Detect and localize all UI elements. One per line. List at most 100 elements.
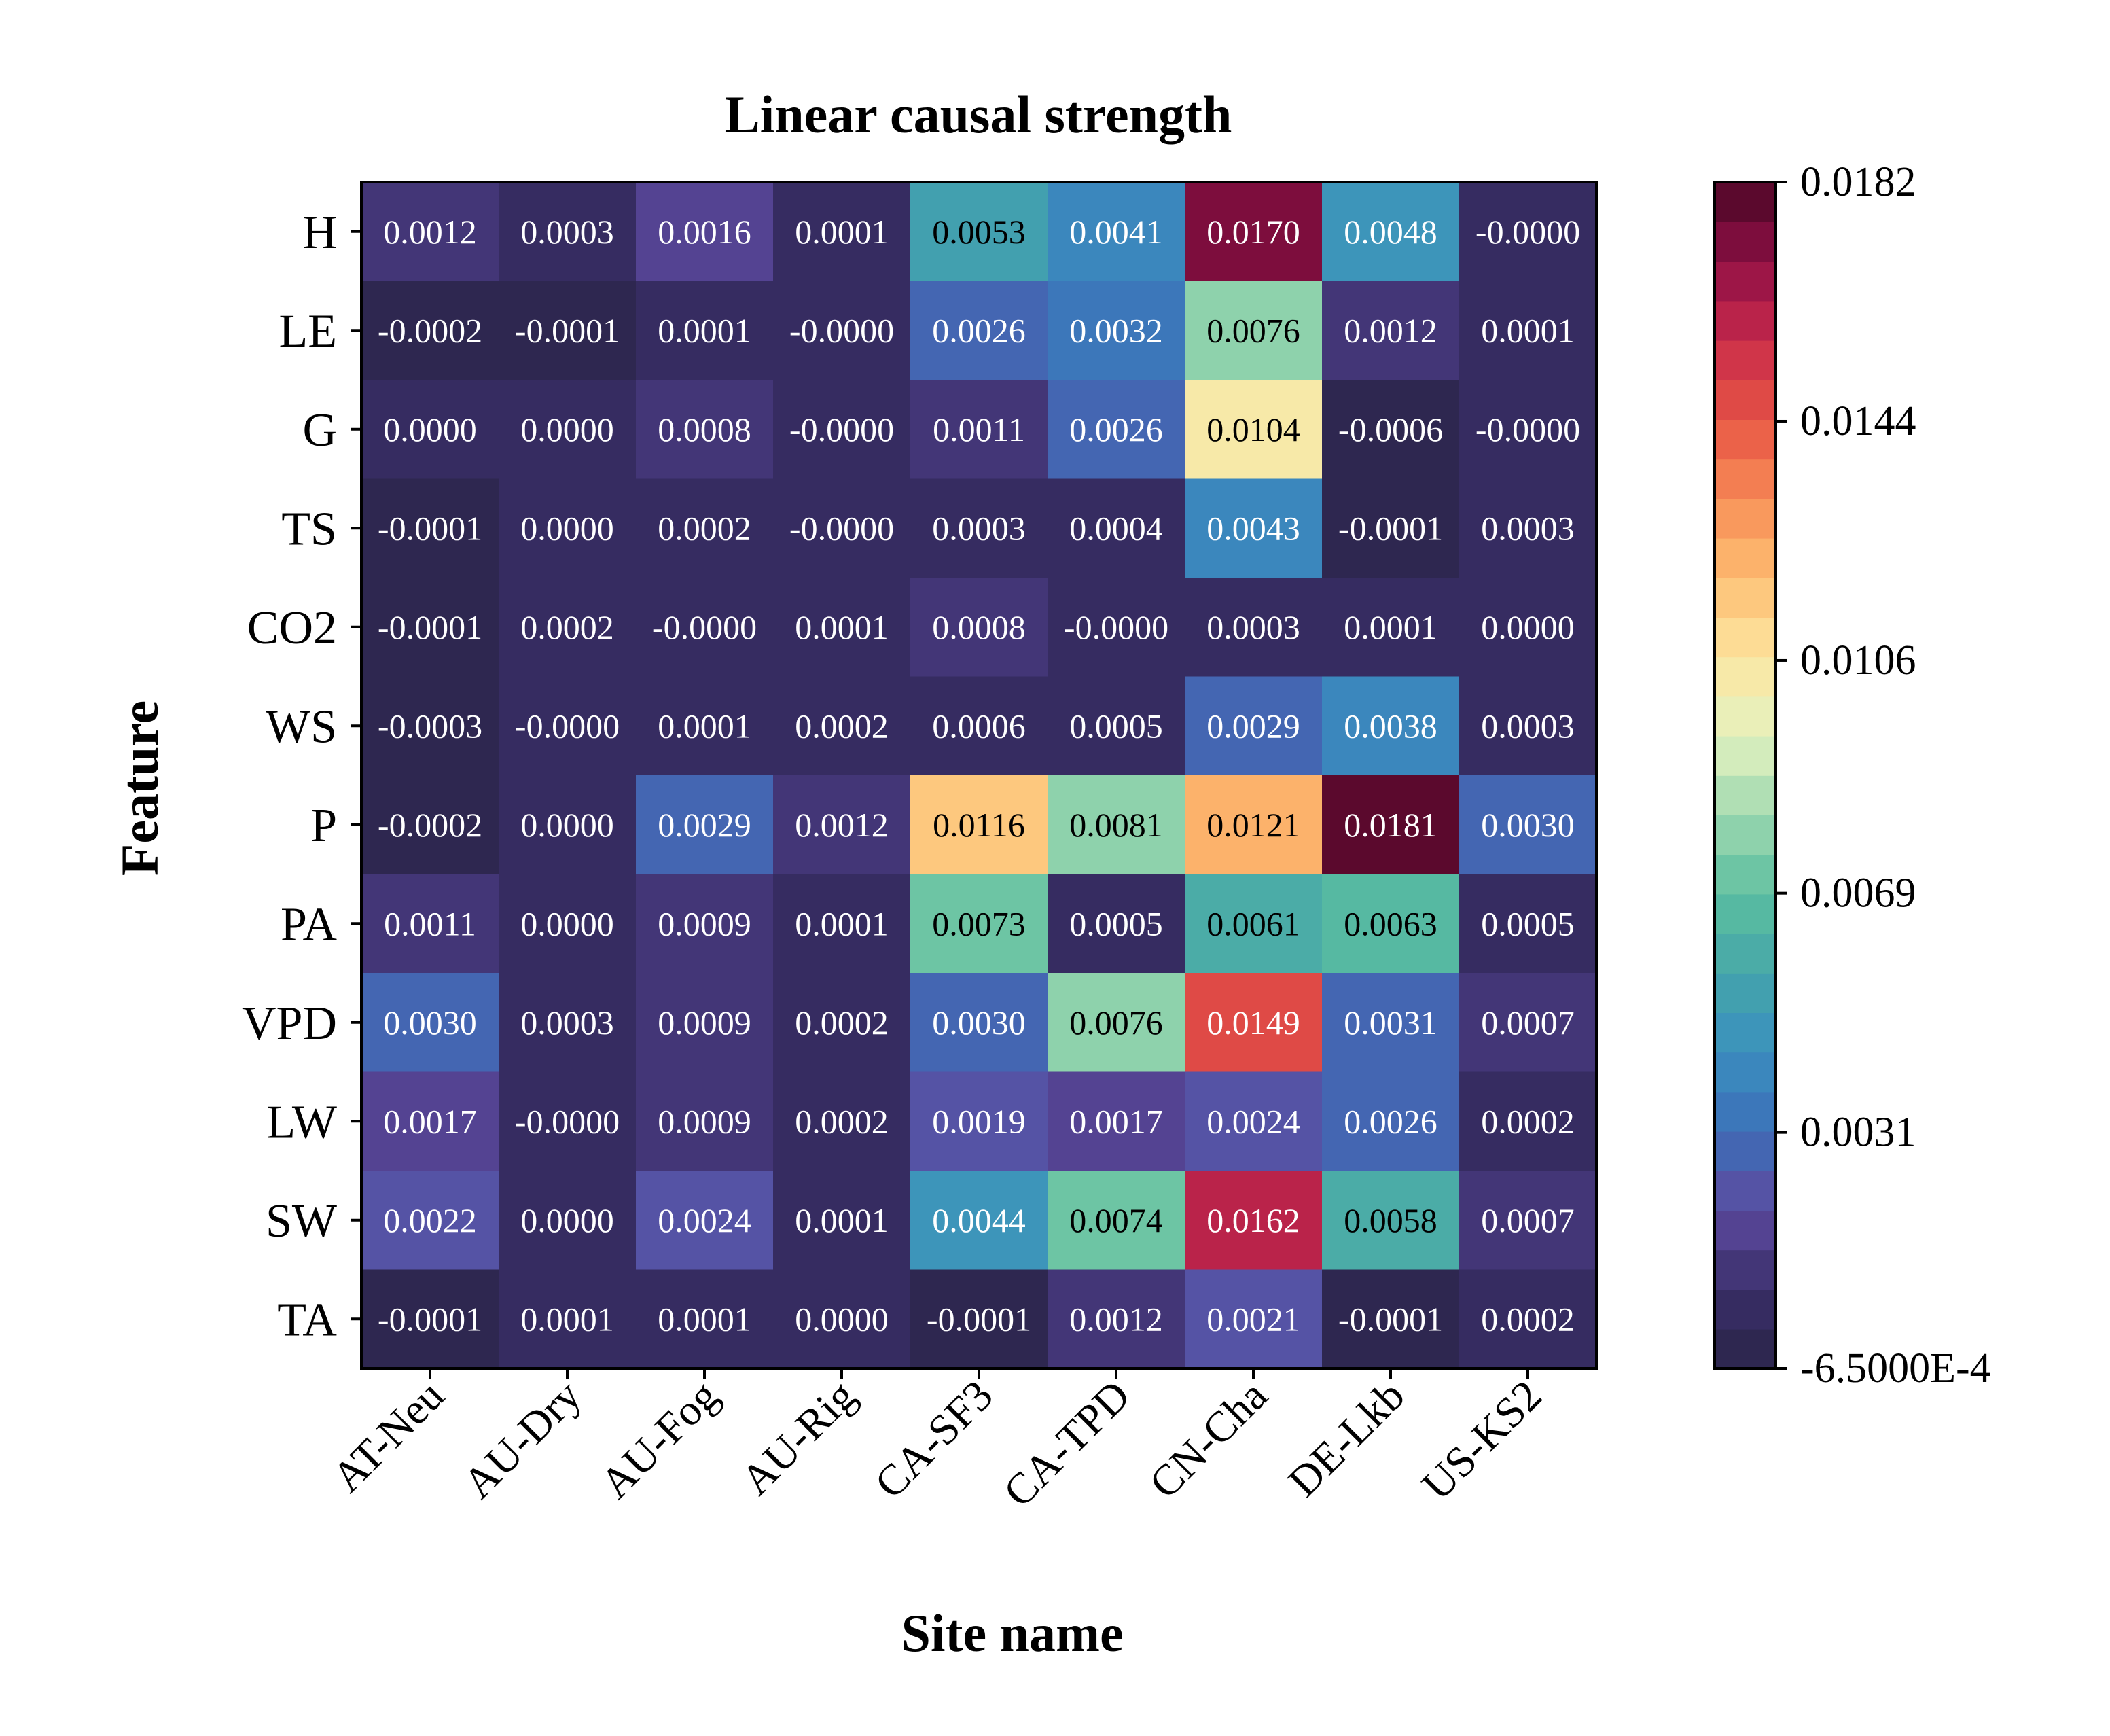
cell-value-label: 0.0058 — [1344, 1201, 1437, 1239]
heatmap-cell — [1459, 874, 1597, 974]
heatmap-cell — [1185, 182, 1323, 282]
cell-value-label: -0.0000 — [1476, 213, 1580, 251]
heatmap-cell — [636, 973, 774, 1073]
y-tick-label: PA — [281, 898, 338, 951]
cell-value-label: 0.0001 — [520, 1300, 614, 1338]
heatmap-cell — [1048, 281, 1185, 380]
colorbar-segment — [1715, 617, 1776, 658]
cell-value-label: 0.0002 — [795, 1102, 889, 1140]
cell-value-label: 0.0030 — [1481, 806, 1575, 844]
heatmap-cell — [773, 973, 911, 1073]
cell-value-label: 0.0041 — [1069, 213, 1163, 251]
colorbar-segment — [1715, 340, 1776, 380]
colorbar-segment — [1715, 222, 1776, 262]
y-tick-label: TS — [281, 503, 337, 555]
colorbar-segment — [1715, 696, 1776, 737]
heatmap-cell — [361, 1171, 499, 1271]
cell-value-label: 0.0026 — [932, 311, 1026, 349]
colorbar-segment — [1715, 656, 1776, 697]
heatmap-cell — [1048, 1269, 1185, 1369]
cell-value-label: 0.0076 — [1069, 1004, 1163, 1042]
colorbar-tick-label: 0.0069 — [1800, 870, 1916, 917]
colorbar: 0.0182 0.0144 0.0106 0.0069 0.0031 -6.5000E-4 — [1713, 159, 1991, 1392]
heatmap-cell — [910, 578, 1048, 677]
cell-value-label: 0.0001 — [1481, 311, 1575, 349]
cell-value-label: 0.0003 — [520, 1004, 614, 1042]
heatmap-cell — [1322, 1071, 1460, 1171]
heatmap-cell — [1322, 380, 1460, 480]
cell-value-label: 0.0029 — [1206, 707, 1300, 745]
heatmap-cell — [1459, 578, 1597, 677]
heatmap-cell — [361, 478, 499, 578]
heatmap-cell — [361, 973, 499, 1073]
colorbar-tick-label: 0.0031 — [1800, 1110, 1916, 1156]
heatmap-cell — [499, 775, 637, 875]
cell-value-label: 0.0000 — [795, 1300, 889, 1338]
heatmap-cell — [910, 478, 1048, 578]
cell-value-label: 0.0024 — [1206, 1102, 1300, 1140]
heatmap-cell — [1459, 676, 1597, 776]
colorbar-segment — [1715, 815, 1776, 855]
cell-value-label: 0.0001 — [658, 707, 751, 745]
heatmap-cell — [773, 1269, 911, 1369]
cell-value-label: 0.0032 — [1069, 311, 1163, 349]
colorbar-tick-label: 0.0182 — [1800, 159, 1916, 205]
colorbar-tick-label: 0.0144 — [1800, 398, 1916, 444]
x-axis-label: Site name — [901, 1604, 1123, 1663]
heatmap-cell — [910, 380, 1048, 480]
colorbar-segment — [1715, 973, 1776, 1013]
cell-value-label: 0.0104 — [1206, 410, 1300, 448]
cell-value-label: 0.0001 — [795, 608, 889, 646]
cell-value-label: 0.0002 — [1481, 1102, 1575, 1140]
y-tick-label: LW — [266, 1096, 337, 1148]
cell-value-label: -0.0000 — [1064, 608, 1168, 646]
colorbar-segment — [1715, 1131, 1776, 1171]
y-tick-label: VPD — [242, 997, 337, 1050]
heatmap-cell — [773, 182, 911, 282]
heatmap-cell — [910, 1071, 1048, 1171]
cell-value-label: 0.0012 — [1344, 311, 1437, 349]
cell-value-label: 0.0026 — [1344, 1102, 1437, 1140]
cell-value-label: 0.0001 — [1344, 608, 1437, 646]
heatmap-cell — [1048, 578, 1185, 677]
heatmap-cell — [1185, 775, 1323, 875]
cell-value-label: -0.0000 — [789, 410, 894, 448]
heatmap-cell — [361, 182, 499, 282]
cell-value-label: 0.0162 — [1206, 1201, 1300, 1239]
heatmap-cell — [910, 676, 1048, 776]
heatmap-cell — [1048, 874, 1185, 974]
cell-value-label: 0.0001 — [658, 311, 751, 349]
heatmap-cell — [499, 380, 637, 480]
colorbar-segment — [1715, 854, 1776, 895]
cell-value-label: -0.0000 — [515, 707, 620, 745]
heatmap-cell — [1185, 281, 1323, 380]
heatmap-cell — [910, 775, 1048, 875]
cell-value-label: 0.0081 — [1069, 806, 1163, 844]
heatmap-cell — [1459, 775, 1597, 875]
cell-value-label: 0.0008 — [932, 608, 1026, 646]
heatmap-cell — [773, 874, 911, 974]
cell-value-label: 0.0000 — [520, 509, 614, 547]
heatmap-cell — [1185, 1171, 1323, 1271]
cell-value-label: -0.0002 — [378, 806, 482, 844]
cell-value-label: 0.0009 — [658, 1004, 751, 1042]
heatmap-cell — [1459, 281, 1597, 380]
heatmap-cell — [636, 874, 774, 974]
colorbar-segment — [1715, 459, 1776, 499]
y-tick-label: SW — [266, 1195, 337, 1247]
cell-value-label: 0.0005 — [1481, 904, 1575, 942]
heatmap-cell — [1322, 578, 1460, 677]
cell-value-label: -0.0000 — [1476, 410, 1580, 448]
heatmap-cell — [361, 1269, 499, 1369]
heatmap-cell — [773, 578, 911, 677]
cell-value-label: 0.0000 — [1481, 608, 1575, 646]
heatmap-cell — [1459, 1171, 1597, 1271]
heatmap-cell — [1322, 281, 1460, 380]
colorbar-segment — [1715, 537, 1776, 578]
cell-value-label: 0.0074 — [1069, 1201, 1163, 1239]
heatmap-cell — [1185, 478, 1323, 578]
heatmap-cell — [773, 676, 911, 776]
cell-value-label: 0.0000 — [520, 410, 614, 448]
cell-value-label: 0.0008 — [658, 410, 751, 448]
